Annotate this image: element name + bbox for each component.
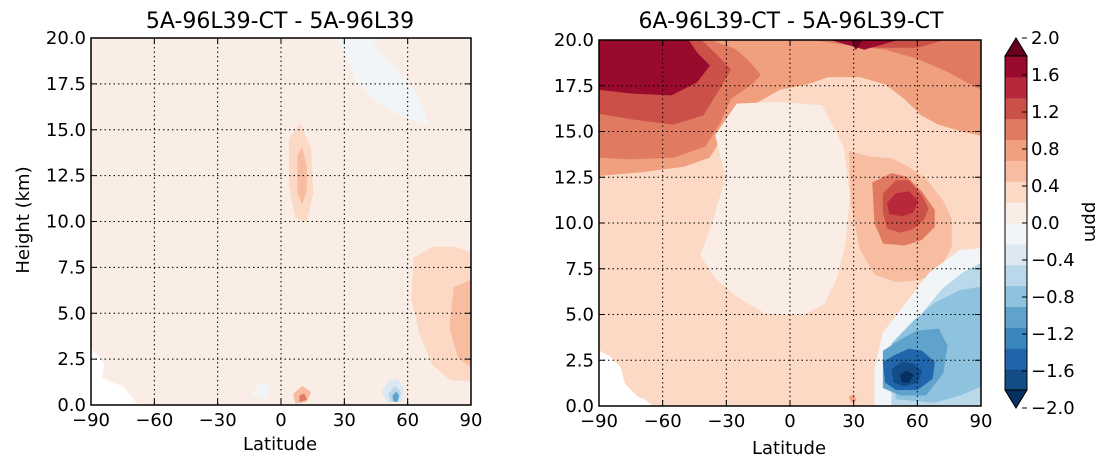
- right-y-tick-label-6: 15.0: [554, 122, 594, 143]
- right-y-tick-label-8: 20.0: [554, 30, 594, 51]
- colorbar-swatch-11: [1005, 160, 1027, 182]
- right-x-tick-label-5: 60: [906, 411, 929, 432]
- left-contour-region-15: [299, 393, 307, 402]
- colorbar-swatch-9: [1005, 202, 1027, 224]
- right-x-tick-label-3: 0: [784, 411, 795, 432]
- right-panel-title: 6A-96L39-CT - 5A-96L39-CT: [639, 9, 944, 34]
- colorbar-swatch-6: [1005, 264, 1027, 287]
- left-panel-title: 5A-96L39-CT - 5A-96L39: [146, 9, 414, 34]
- right-plot-area: −90 −60 −30 0 30 60 90 0.0 2.5 5.0 7.5 10.0 12.5 15.0…: [554, 30, 993, 432]
- colorbar-tick-label-6: 0.4: [1031, 176, 1060, 197]
- left-contour-region-2: [91, 59, 166, 94]
- colorbar-tick-label-4: −0.4: [1031, 250, 1075, 271]
- right-y-tick-label-0: 0.0: [565, 396, 594, 417]
- left-y-tick-label-6: 15.0: [46, 120, 86, 141]
- colorbar-tick-label-9: 1.6: [1031, 65, 1060, 86]
- left-panel: 5A-96L39-CT - 5A-96L39 −90 −60 −30 0 30 60 90 0…: [13, 9, 482, 455]
- colorbar: −2.0 −1.6 −1.2 −0.8 −0.4 0.0 0.4 0.8 1.2 1.6 2.0: [1004, 28, 1075, 419]
- colorbar-extend-max: [1004, 37, 1028, 57]
- left-contour-fields: [91, 38, 471, 405]
- left-contour-region-1: [337, 38, 430, 125]
- left-y-tick-label-8: 20.0: [46, 28, 86, 49]
- left-contour-region-13: [91, 349, 138, 405]
- colorbar-label: ppm: [1080, 202, 1101, 242]
- left-plot-area: −90 −60 −30 0 30 60 90 0.0 2.5 5.0 7.5 10.0 12.5 15.0…: [46, 28, 483, 431]
- left-contour-region-8: [297, 147, 307, 204]
- colorbar-swatch-16: [1005, 56, 1027, 78]
- right-x-axis-label: Latitude: [752, 438, 826, 459]
- colorbar-tick-label-10: 2.0: [1031, 28, 1060, 49]
- right-contour-region-19: [899, 370, 914, 383]
- left-x-tick-label-4: 30: [333, 410, 356, 431]
- right-y-tick-label-4: 10.0: [554, 213, 594, 234]
- colorbar-swatch-4: [1005, 306, 1027, 328]
- left-x-axis-label: Latitude: [243, 434, 317, 455]
- left-contour-region-6: [449, 279, 471, 367]
- colorbar-swatch-13: [1005, 118, 1027, 141]
- right-contour-region-6: [831, 40, 897, 50]
- right-contour-region-12: [887, 191, 918, 217]
- right-contour-region-21: [848, 394, 857, 403]
- left-x-tick-label-0: −90: [72, 410, 110, 431]
- left-contour-region-18: [392, 391, 400, 402]
- left-y-tick-label-5: 12.5: [46, 166, 86, 187]
- right-contour-region-8: [700, 101, 850, 315]
- left-y-tick-label-4: 10.0: [46, 212, 86, 233]
- left-y-tick-label-2: 5.0: [57, 303, 86, 324]
- colorbar-swatch-15: [1005, 76, 1027, 99]
- colorbar-tick-label-8: 1.2: [1031, 102, 1060, 123]
- right-y-tick-label-5: 12.5: [554, 167, 594, 188]
- colorbar-swatch-3: [1005, 327, 1027, 349]
- left-x-tick-label-1: −60: [135, 410, 173, 431]
- colorbar-extend-min: [1004, 389, 1028, 409]
- left-y-tick-label-0: 0.0: [57, 395, 86, 416]
- colorbar-swatch-1: [1005, 369, 1027, 391]
- colorbar-tick-label-5: 0.0: [1031, 213, 1060, 234]
- right-panel: 6A-96L39-CT - 5A-96L39-CT −90 −60 −30 0 30 60…: [554, 9, 993, 459]
- right-x-tick-label-6: 90: [970, 411, 993, 432]
- right-x-tick-label-0: −90: [580, 411, 618, 432]
- left-x-tick-label-3: 0: [275, 410, 286, 431]
- colorbar-tick-label-1: −1.6: [1031, 361, 1075, 382]
- right-y-tick-label-7: 17.5: [554, 76, 594, 97]
- right-x-tick-label-4: 30: [842, 411, 865, 432]
- colorbar-swatch-5: [1005, 285, 1027, 308]
- left-y-tick-label-7: 17.5: [46, 74, 86, 95]
- colorbar-swatch-7: [1005, 243, 1027, 266]
- right-y-tick-label-2: 5.0: [565, 305, 594, 326]
- colorbar-swatch-14: [1005, 97, 1027, 120]
- left-contour-region-12: [250, 382, 271, 400]
- left-x-tick-label-6: 90: [460, 410, 483, 431]
- colorbar-tick-label-2: −1.2: [1031, 324, 1075, 345]
- colorbar-tick-label-7: 0.8: [1031, 139, 1060, 160]
- left-y-tick-label-1: 2.5: [57, 349, 86, 370]
- right-x-tick-label-2: −30: [707, 411, 745, 432]
- colorbar-swatch-8: [1005, 223, 1027, 245]
- left-contour-region-3: [91, 112, 223, 230]
- right-y-tick-label-3: 7.5: [565, 259, 594, 280]
- colorbar-swatch-2: [1005, 348, 1027, 370]
- left-x-tick-label-5: 60: [396, 410, 419, 431]
- left-y-axis-label: Height (km): [13, 166, 34, 273]
- right-y-tick-label-1: 2.5: [565, 350, 594, 371]
- right-contour-region-5: [599, 40, 710, 96]
- left-x-tick-label-2: −30: [199, 410, 237, 431]
- colorbar-swatch-10: [1005, 181, 1027, 203]
- colorbar-tick-label-0: −2.0: [1031, 398, 1075, 419]
- colorbar-swatch-12: [1005, 139, 1027, 161]
- left-y-tick-label-3: 7.5: [57, 257, 86, 278]
- right-x-tick-label-1: −60: [644, 411, 682, 432]
- colorbar-tick-label-3: −0.8: [1031, 287, 1075, 308]
